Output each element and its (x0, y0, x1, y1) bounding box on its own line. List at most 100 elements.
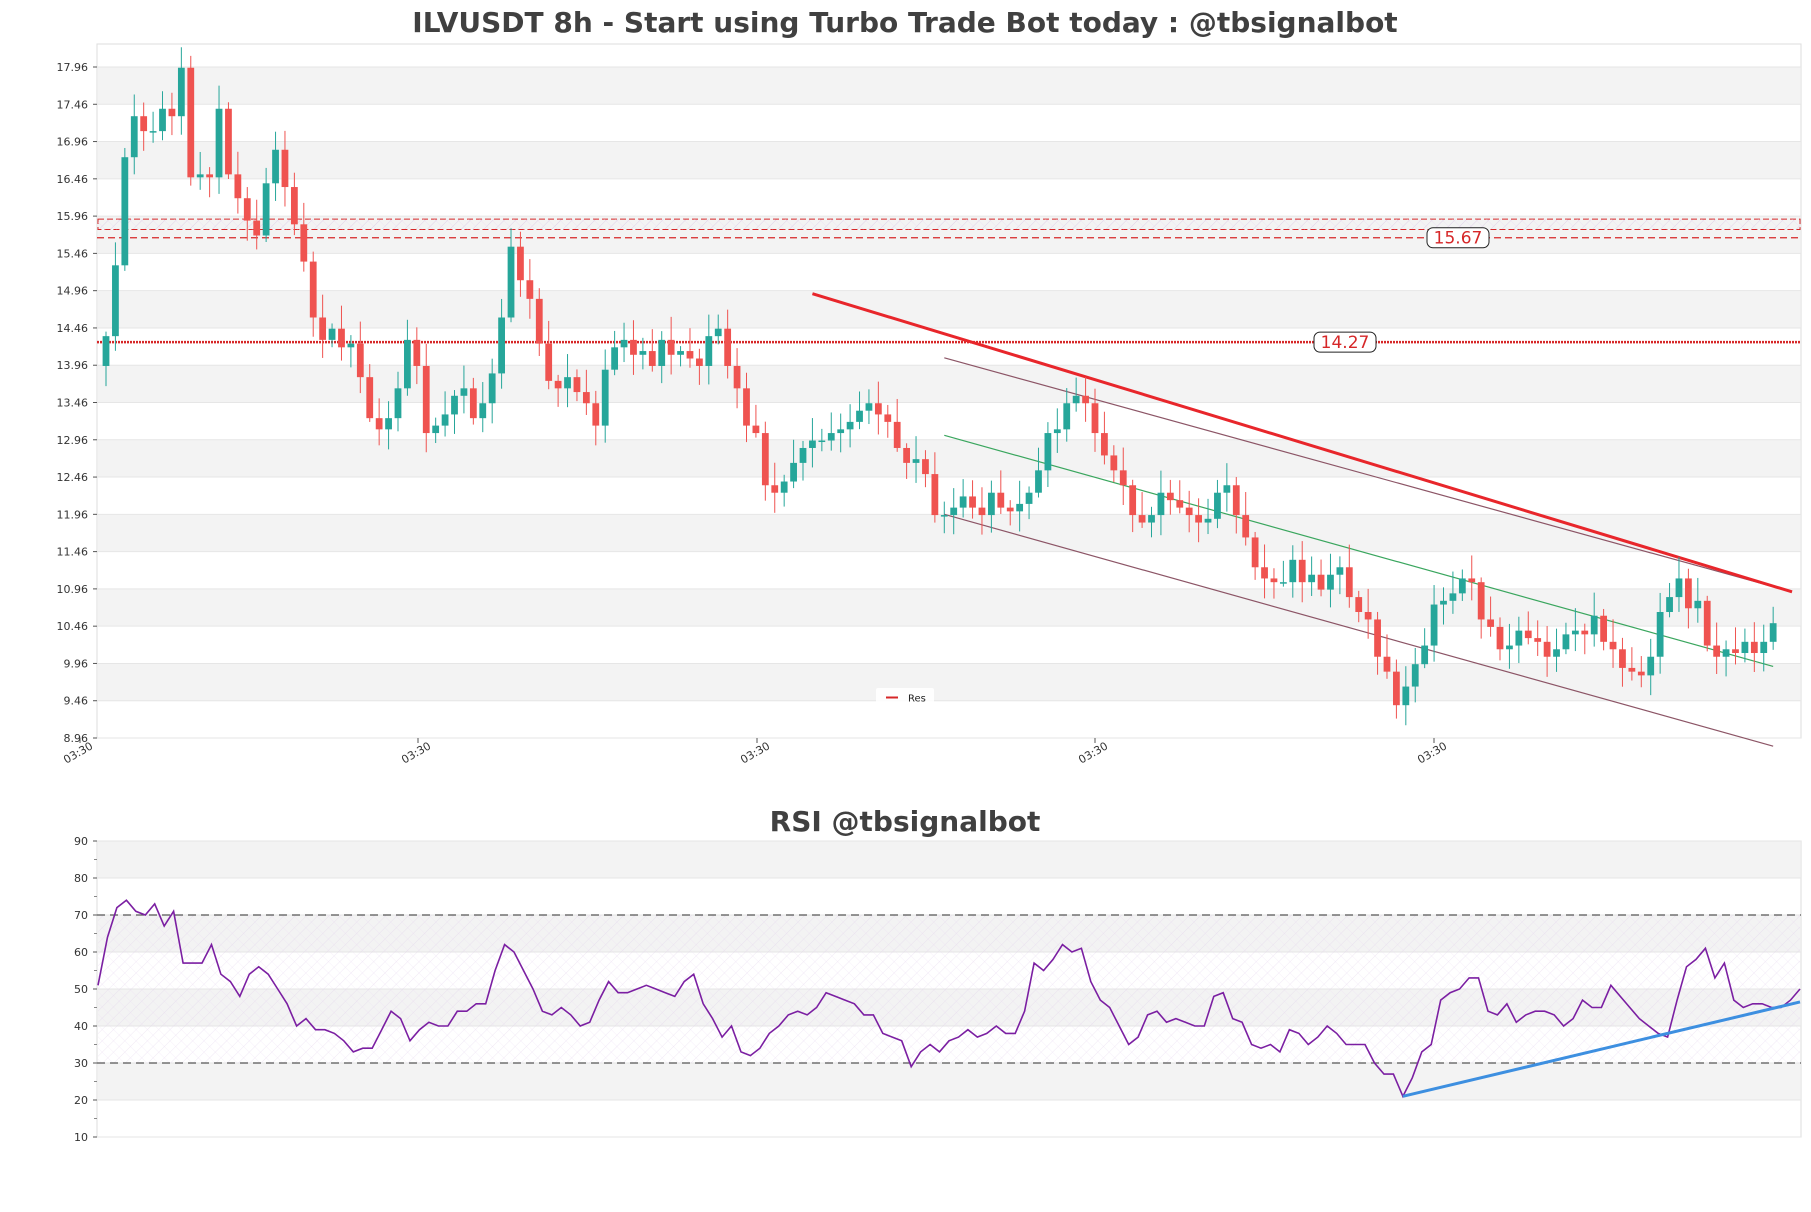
candle-body (338, 328, 345, 348)
candle-body (1374, 619, 1381, 657)
candle-body (1355, 597, 1363, 613)
candle-body (1195, 515, 1202, 523)
main-y-tick-label: 9.46 (64, 695, 89, 708)
main-grid-band (98, 141, 1800, 179)
candle-body (1506, 645, 1513, 650)
candle-body (1581, 630, 1589, 635)
main-y-axis: 17.96 17.46 16.96 16.46 15.96 15.46 14.96 14.46… (57, 61, 97, 745)
main-grid-band (98, 439, 1800, 478)
rsi-y-tick-label: 60 (74, 946, 88, 959)
candle-body (1261, 567, 1268, 579)
candle-body (1458, 578, 1466, 594)
candle-body (1468, 578, 1476, 583)
candle-body (1336, 567, 1344, 575)
candle-body (1760, 641, 1768, 654)
candle-body (837, 429, 845, 434)
main-y-tick-label: 14.96 (57, 285, 89, 298)
main-y-tick-label: 17.46 (57, 98, 89, 111)
candle-body (950, 507, 958, 516)
candle-body (931, 474, 939, 516)
candle-body (667, 339, 675, 355)
candle-body (1619, 649, 1626, 668)
candle-body (526, 280, 534, 299)
candle-body (1082, 395, 1089, 404)
main-y-tick-label: 10.46 (57, 620, 89, 633)
rsi-y-tick-label: 50 (74, 983, 88, 996)
candle-body (1091, 403, 1099, 434)
main-y-tick-label: 13.46 (57, 397, 89, 410)
candle-body (1685, 578, 1692, 609)
candle-body (987, 492, 995, 516)
candle-body (469, 388, 477, 419)
main-x-tick-label: 03:30 (1415, 739, 1449, 766)
candle-body (1421, 645, 1429, 665)
rsi-zone-crosshatch (98, 915, 1800, 1063)
main-y-tick-label: 17.96 (57, 61, 89, 74)
candle-body (865, 403, 873, 411)
candle-body (1722, 649, 1730, 657)
candle-body (535, 298, 543, 344)
resistance-label: 14.27 (1321, 333, 1370, 353)
candle-body (1157, 492, 1165, 516)
resistance-label-box (1313, 331, 1377, 353)
candle-body (488, 373, 496, 404)
candle-body (1487, 619, 1494, 627)
candle-body (290, 187, 298, 225)
candle-body (790, 462, 797, 482)
candle-body (149, 131, 157, 133)
candle-body (630, 339, 637, 355)
candle-body (1750, 641, 1758, 654)
candle-body (1524, 630, 1532, 639)
resistance-label: 15.67 (1434, 229, 1483, 249)
candle-body (1656, 612, 1664, 657)
candle-body (874, 403, 882, 415)
candle-body (413, 339, 421, 366)
main-y-tick-label: 8.96 (64, 732, 89, 745)
candle-body (611, 347, 619, 370)
candle-body (1035, 470, 1042, 493)
main-grid-band (98, 588, 1800, 627)
candle-body (1590, 615, 1598, 635)
candle-body (658, 339, 666, 366)
candle-body (328, 328, 336, 340)
candle-body (893, 421, 901, 448)
candle-body (1101, 433, 1108, 456)
candle-body (168, 108, 176, 117)
main-grid-band (98, 290, 1800, 328)
candle-body (1543, 641, 1551, 657)
candle-body (1402, 686, 1410, 706)
main-y-tick-label: 11.46 (57, 546, 89, 559)
candle-body (262, 183, 270, 236)
candle-body (573, 377, 581, 393)
candle-body (1148, 515, 1155, 523)
rsi-y-tick-label: 10 (74, 1131, 88, 1144)
candle-body (460, 388, 468, 396)
candle-body (1430, 604, 1438, 646)
candle-body (969, 496, 976, 508)
rsi-y-tick-label: 70 (74, 909, 88, 922)
candle-body (1044, 433, 1052, 471)
candle-body (375, 418, 383, 430)
rsi-series (97, 899, 1801, 1099)
candle-body (818, 440, 826, 443)
candle-body (1562, 634, 1570, 650)
main-x-tick-label: 03:30 (399, 739, 433, 766)
candle-body (272, 149, 279, 184)
candle-body (102, 336, 110, 366)
candle-body (1270, 578, 1278, 583)
candle-body (903, 447, 911, 463)
candle-body (648, 351, 656, 366)
rsi-y-axis: 90 80 70 60 50 40 30 20 10 (74, 835, 97, 1144)
candle-body (1119, 470, 1127, 486)
candle-body (1138, 515, 1146, 523)
candle-body (422, 365, 430, 434)
rsi-threshold-lines (97, 914, 1801, 1064)
candle-body (1166, 492, 1174, 501)
main-y-tick-label: 14.46 (57, 322, 89, 335)
candle-body (1477, 582, 1485, 620)
candle-body (121, 157, 129, 266)
resistance-band (97, 218, 1801, 231)
candle-body (639, 351, 647, 355)
candle-body (940, 515, 948, 517)
candle-body (507, 246, 515, 318)
